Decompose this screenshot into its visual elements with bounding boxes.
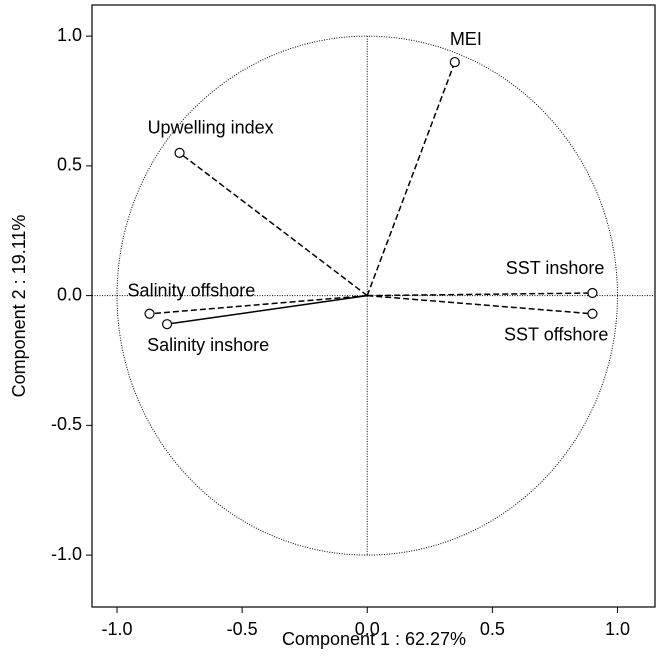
x-tick-label: -1.0 (102, 619, 133, 639)
x-tick-label: 0.0 (355, 619, 380, 639)
loading-point (174, 147, 185, 159)
x-tick-label: -0.5 (227, 619, 258, 639)
loading-point (144, 308, 155, 319)
point-label: Salinity offshore (128, 281, 256, 301)
point-label: Upwelling index (148, 118, 274, 138)
point-label: SST inshore (506, 258, 605, 278)
x-tick-label: 0.5 (480, 619, 505, 639)
loading-line (166, 294, 368, 325)
y-tick-label: -0.5 (51, 414, 82, 434)
point-label: MEI (450, 29, 482, 49)
loading-point (587, 287, 598, 299)
y-tick-label: 1.0 (57, 25, 82, 45)
x-tick-label: 1.0 (605, 619, 630, 639)
plot-frame (91, 4, 656, 608)
y-tick-label: 0.0 (57, 284, 82, 304)
y-axis-label: Component 2 : 19.11% (9, 215, 29, 398)
loading-line (367, 294, 593, 315)
loading-line (149, 294, 368, 315)
loading-line (367, 292, 593, 297)
point-label: SST offshore (504, 325, 608, 345)
loading-point (587, 308, 598, 319)
loading-line (366, 61, 456, 296)
x-axis-label: Component 1 : 62.27% (282, 629, 466, 649)
point-label: Salinity inshore (147, 335, 269, 355)
y-tick-label: 0.5 (57, 155, 82, 175)
loading-line (179, 152, 368, 297)
y-tick-label: -1.0 (51, 544, 82, 564)
loading-point (449, 56, 460, 68)
loading-point (161, 319, 173, 330)
